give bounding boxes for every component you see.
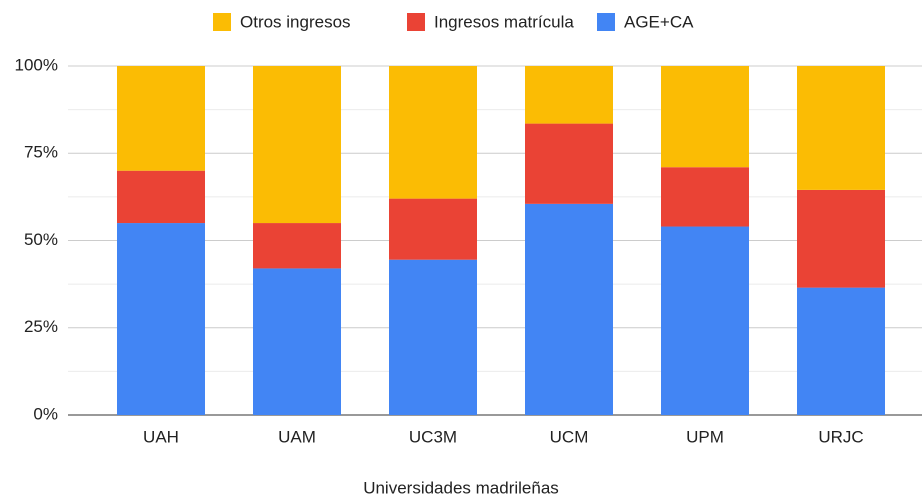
bar-segment	[117, 170, 205, 224]
legend-label: Otros ingresos	[240, 12, 351, 31]
legend-label: AGE+CA	[624, 12, 694, 31]
x-axis-title: Universidades madrileñas	[363, 478, 559, 497]
bar-segment	[389, 198, 477, 260]
legend-swatch	[597, 13, 615, 31]
bar-segment	[525, 123, 613, 204]
bar-segment	[661, 66, 749, 168]
bar-segment	[797, 66, 885, 190]
x-tick-label: UC3M	[409, 427, 457, 446]
bar-segment	[253, 223, 341, 269]
bar-segment	[797, 287, 885, 415]
x-tick-label: URJC	[818, 427, 863, 446]
bar-segment	[661, 167, 749, 227]
bar-segment	[117, 66, 205, 171]
y-tick-label: 0%	[33, 404, 58, 423]
bar-segment	[797, 189, 885, 288]
bar-segment	[253, 66, 341, 224]
x-tick-label: UPM	[686, 427, 724, 446]
bar-segment	[525, 66, 613, 124]
x-tick-label: UAH	[143, 427, 179, 446]
bar-segment	[117, 223, 205, 415]
x-tick-label: UAM	[278, 427, 316, 446]
y-tick-label: 75%	[24, 143, 58, 162]
y-tick-label: 50%	[24, 230, 58, 249]
bar-segment	[661, 226, 749, 415]
bar-segment	[525, 203, 613, 415]
bar-segment	[253, 268, 341, 415]
legend-swatch	[407, 13, 425, 31]
x-tick-label: UCM	[550, 427, 589, 446]
legend-label: Ingresos matrícula	[434, 12, 574, 31]
y-tick-label: 25%	[24, 317, 58, 336]
legend-swatch	[213, 13, 231, 31]
y-tick-label: 100%	[15, 55, 58, 74]
bar-segment	[389, 66, 477, 199]
bar-segment	[389, 259, 477, 415]
